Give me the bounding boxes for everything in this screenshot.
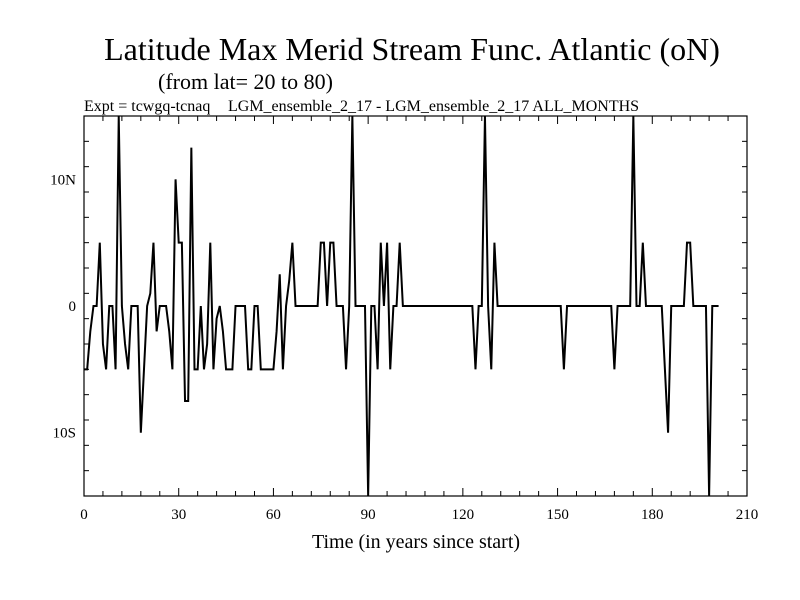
x-tick-label: 150 (546, 507, 569, 523)
tick-labels: 0 30 60 90 120 150 180 210 10S 0 10N (50, 172, 758, 523)
y-tick-label: 10S (53, 426, 76, 442)
x-tick-label: 90 (361, 507, 376, 523)
y-tick-label: 0 (69, 299, 77, 315)
x-tick-label: 0 (80, 507, 88, 523)
x-tick-label: 180 (641, 507, 664, 523)
x-tick-label: 60 (266, 507, 281, 523)
experiment-description: LGM_ensemble_2_17 - LGM_ensemble_2_17 AL… (228, 98, 639, 115)
x-tick-label: 30 (171, 507, 186, 523)
x-tick-label: 120 (452, 507, 475, 523)
chart-subtitle: (from lat= 20 to 80) (158, 69, 333, 94)
experiment-label: Expt = tcwgq-tcnaq (84, 98, 210, 115)
y-tick-label: 10N (50, 172, 76, 188)
series-line (84, 115, 719, 497)
chart-title: Latitude Max Merid Stream Func. Atlantic… (104, 31, 720, 67)
plot-frame (83, 115, 748, 497)
x-axis-title: Time (in years since start) (312, 531, 520, 553)
x-tick-label: 210 (736, 507, 759, 523)
